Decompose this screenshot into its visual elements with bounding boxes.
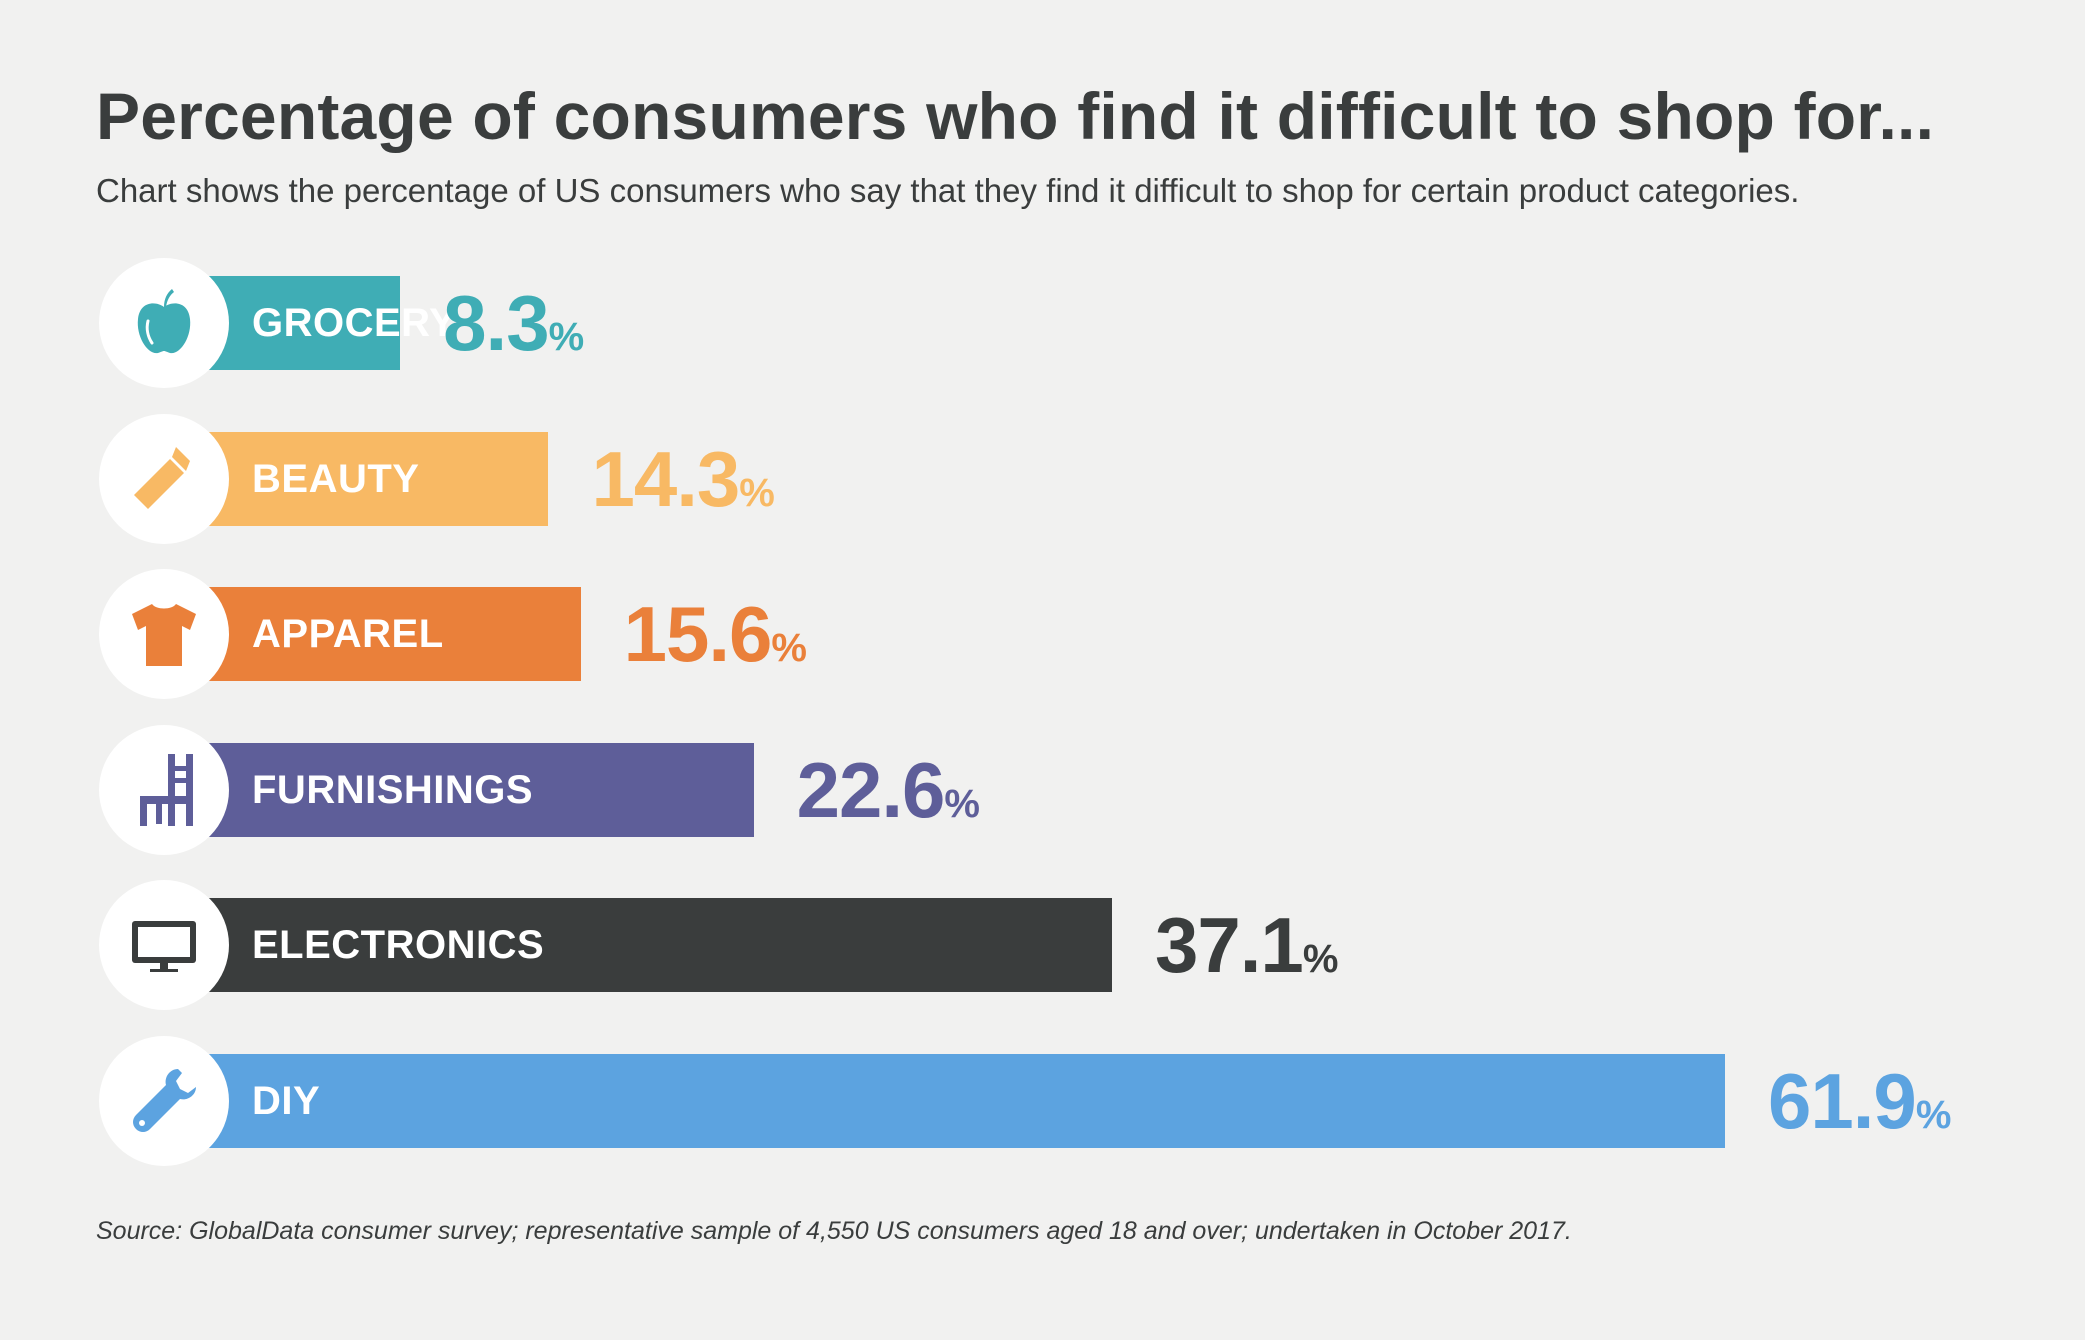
tshirt-icon	[99, 569, 229, 699]
category-label: BEAUTY	[252, 456, 420, 501]
category-label: DIY	[252, 1078, 321, 1123]
chair-icon	[99, 724, 229, 855]
value-number: 61.9	[1768, 1056, 1917, 1145]
category-label: APPAREL	[252, 612, 444, 656]
lipstick-icon	[99, 413, 229, 544]
value-number: 37.1	[1155, 901, 1304, 989]
value-unit: %	[739, 470, 775, 515]
apple-icon	[99, 258, 229, 388]
bar-row-electronics: ELECTRONICS 37.1%	[0, 880, 2085, 1010]
bar-furnishings	[195, 742, 754, 837]
tv-icon	[99, 880, 229, 1010]
value-unit: %	[1302, 937, 1339, 981]
bar-electronics	[195, 898, 1112, 992]
chart-title: Percentage of consumers who find it diff…	[96, 79, 1935, 153]
value-number: 8.3	[443, 279, 549, 367]
category-label: ELECTRONICS	[252, 923, 545, 967]
value-unit: %	[548, 315, 585, 359]
category-label: GROCERY	[252, 301, 457, 345]
wrench-icon	[99, 1035, 229, 1166]
bar-row-grocery: GROCERY 8.3%	[0, 258, 2085, 388]
value-unit: %	[771, 626, 807, 670]
bar-row-furnishings: FURNISHINGS 22.6%	[0, 724, 2085, 855]
value-number: 22.6	[796, 745, 946, 834]
value-number: 14.3	[591, 434, 740, 523]
value-label: 22.6%	[797, 725, 980, 855]
value-label: 15.6%	[624, 569, 807, 699]
value-unit: %	[1915, 1092, 1952, 1137]
bar-beauty	[195, 431, 549, 526]
bar-diy	[195, 1053, 1725, 1148]
source-note: Source: GlobalData consumer survey; repr…	[96, 1217, 1572, 1245]
bar-row-apparel: APPAREL 15.6%	[0, 569, 2085, 699]
bar-apparel	[195, 587, 581, 681]
bar-row-beauty: BEAUTY 14.3%	[0, 413, 2085, 544]
value-number: 15.6	[623, 590, 773, 678]
bar-row-diy: DIY 61.9%	[0, 1035, 2085, 1166]
value-unit: %	[944, 781, 980, 826]
bar-grocery	[195, 276, 401, 370]
chart-subtitle: Chart shows the percentage of US consume…	[96, 172, 1800, 209]
category-label: FURNISHINGS	[252, 767, 534, 812]
value-label: 8.3%	[443, 258, 584, 388]
value-label: 14.3%	[591, 414, 774, 544]
value-label: 61.9%	[1768, 1036, 1951, 1166]
value-label: 37.1%	[1155, 880, 1338, 1010]
